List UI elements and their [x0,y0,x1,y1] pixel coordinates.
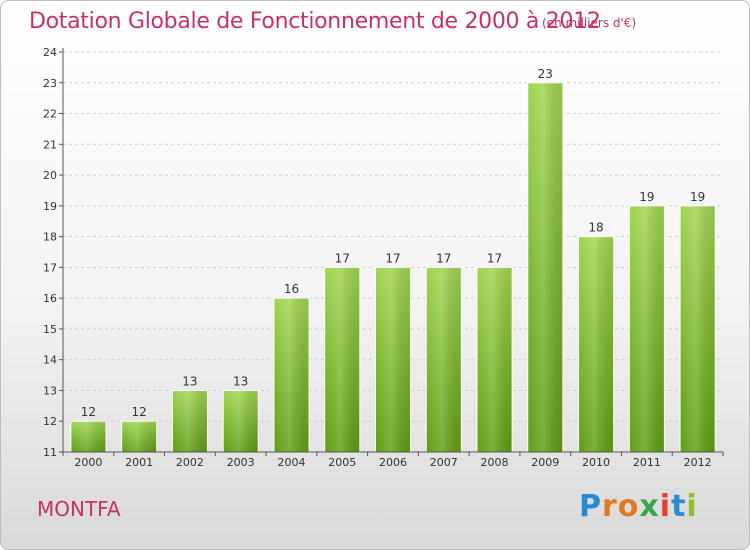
x-tick-label-2001: 2001 [125,456,153,469]
y-tick-label: 17 [43,261,57,274]
bar-shine-2004 [273,298,309,452]
bar-shine-2002 [172,390,208,452]
y-tick-label: 21 [43,138,57,151]
x-tick-label-2003: 2003 [227,456,255,469]
x-tick-label-2004: 2004 [277,456,305,469]
x-tick-label-2009: 2009 [531,456,559,469]
y-tick-label: 22 [43,108,57,121]
x-tick-label-2011: 2011 [633,456,661,469]
value-label-2003: 13 [233,374,248,388]
value-label-2007: 17 [436,251,451,265]
y-tick-label: 24 [43,46,57,59]
bar-shine-2009 [527,82,563,453]
city-name: MONTFA [37,497,121,521]
value-label-2012: 19 [690,190,705,204]
x-tick-label-2000: 2000 [74,456,102,469]
bar-shine-2011 [629,205,665,452]
bar-shine-2001 [121,421,157,452]
x-tick-label-2007: 2007 [430,456,458,469]
value-label-2001: 12 [132,405,147,419]
y-tick-label: 18 [43,231,57,244]
logo-letter: x [639,489,660,524]
y-tick-label: 11 [43,446,57,459]
value-label-2002: 13 [182,374,197,388]
value-label-2011: 19 [639,190,654,204]
y-tick-label: 23 [43,77,57,90]
y-tick-label: 13 [43,384,57,397]
chart-title: Dotation Globale de Fonctionnement de 20… [29,9,601,34]
x-tick-label-2008: 2008 [481,456,509,469]
logo-letter: t [671,489,687,524]
y-tick-label: 15 [43,323,57,336]
y-tick-label: 20 [43,169,57,182]
bar-shine-2005 [324,267,360,452]
y-tick-label: 14 [43,354,57,367]
x-tick-label-2010: 2010 [582,456,610,469]
x-tick-label-2002: 2002 [176,456,204,469]
bar-shine-2003 [223,390,259,452]
bar-shine-2006 [375,267,411,452]
bar-shine-2012 [680,205,716,452]
value-label-2004: 16 [284,282,299,296]
bar-shine-2000 [70,421,106,452]
y-tick-label: 12 [43,415,57,428]
value-label-2010: 18 [588,221,603,235]
chart-subtitle: (en milliers d'€) [542,16,637,30]
bar-shine-2008 [477,267,513,452]
bar-shine-2010 [578,236,614,452]
value-label-2009: 23 [538,67,553,81]
proxiti-logo: Proxiti [579,489,698,524]
logo-letter: i [659,489,672,524]
value-label-2000: 12 [81,405,96,419]
bar-shine-2007 [426,267,462,452]
logo-letter: o [617,489,640,524]
x-tick-label-2006: 2006 [379,456,407,469]
y-tick-label: 16 [43,292,57,305]
x-tick-label-2012: 2012 [684,456,712,469]
logo-letter: i [686,489,698,524]
value-label-2008: 17 [487,251,502,265]
value-label-2005: 17 [335,251,350,265]
y-tick-label: 19 [43,200,57,213]
x-tick-label-2005: 2005 [328,456,356,469]
logo-letter: r [602,489,618,524]
value-label-2006: 17 [385,251,400,265]
logo-letter: P [579,489,602,524]
